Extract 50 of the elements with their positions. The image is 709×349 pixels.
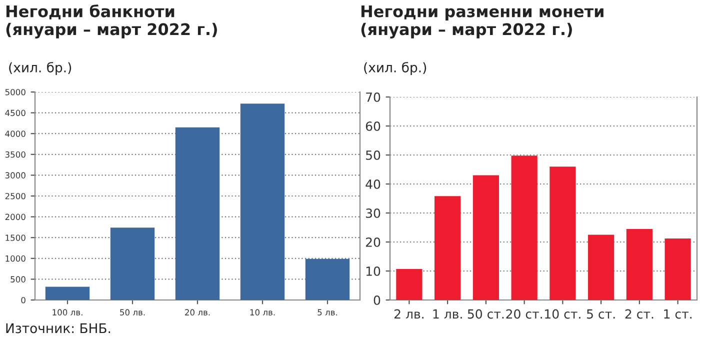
x-tick-label: 50 ст. xyxy=(468,309,504,319)
y-tick-label: 4000 xyxy=(5,130,26,137)
bar xyxy=(664,238,691,300)
x-tick-label: 2 лв. xyxy=(394,309,424,319)
x-tick-label: 5 ст. xyxy=(587,309,615,319)
x-tick-label: 20 ст. xyxy=(506,309,542,319)
x-tick-label: 10 ст. xyxy=(545,309,580,319)
y-tick-label: 2500 xyxy=(5,192,26,200)
y-tick-label: 5000 xyxy=(5,88,26,96)
y-tick-label: 1000 xyxy=(6,255,26,262)
bar xyxy=(434,196,461,300)
y-tick-label: 0 xyxy=(21,296,26,304)
bar xyxy=(305,258,350,300)
chart-title: Негодни банкноти (януари – март 2022 г.) xyxy=(6,4,217,38)
y-tick-label: 60 xyxy=(366,121,380,131)
chart-title: Негодни разменни монети (януари – март 2022 г.) xyxy=(361,5,604,38)
bar xyxy=(45,286,90,300)
x-tick-label: 1 ст. xyxy=(664,309,692,319)
y-tick-label: 20 xyxy=(366,237,380,247)
x-tick-label: 50 лв. xyxy=(120,309,145,316)
x-tick-label: 1 лв. xyxy=(433,309,462,319)
bar xyxy=(626,228,652,300)
bar xyxy=(588,234,614,300)
y-tick-label: 0 xyxy=(374,295,380,305)
bar xyxy=(240,104,285,300)
chart-subtitle: (хил. бр.) xyxy=(9,62,72,75)
y-tick-label: 3500 xyxy=(5,151,26,158)
y-tick-label: 3000 xyxy=(5,172,26,178)
x-tick-label: 20 лв. xyxy=(185,309,210,316)
bar xyxy=(550,166,576,300)
x-tick-label: 10 лв. xyxy=(250,309,275,316)
x-tick-label: 2 ст. xyxy=(625,309,654,319)
y-tick-label: 2000 xyxy=(5,214,26,220)
y-tick-label: 1500 xyxy=(6,234,26,241)
y-tick-label: 40 xyxy=(366,179,380,189)
bar xyxy=(511,156,538,300)
text: Източник: БНБ. xyxy=(6,323,110,334)
y-tick-label: 10 xyxy=(366,266,380,276)
bar xyxy=(472,175,499,300)
y-tick-label: 30 xyxy=(366,208,380,218)
chart-subtitle: (хил. бр.) xyxy=(364,62,426,75)
x-tick-label: 100 лв. xyxy=(52,309,82,316)
y-tick-label: 50 xyxy=(366,150,380,160)
y-tick-label: 500 xyxy=(10,276,26,282)
bar xyxy=(396,268,422,300)
x-tick-label: 5 лв. xyxy=(318,309,338,316)
y-tick-label: 4500 xyxy=(5,110,26,116)
y-tick-label: 70 xyxy=(366,92,380,102)
bar xyxy=(110,228,155,300)
bar xyxy=(175,127,220,300)
